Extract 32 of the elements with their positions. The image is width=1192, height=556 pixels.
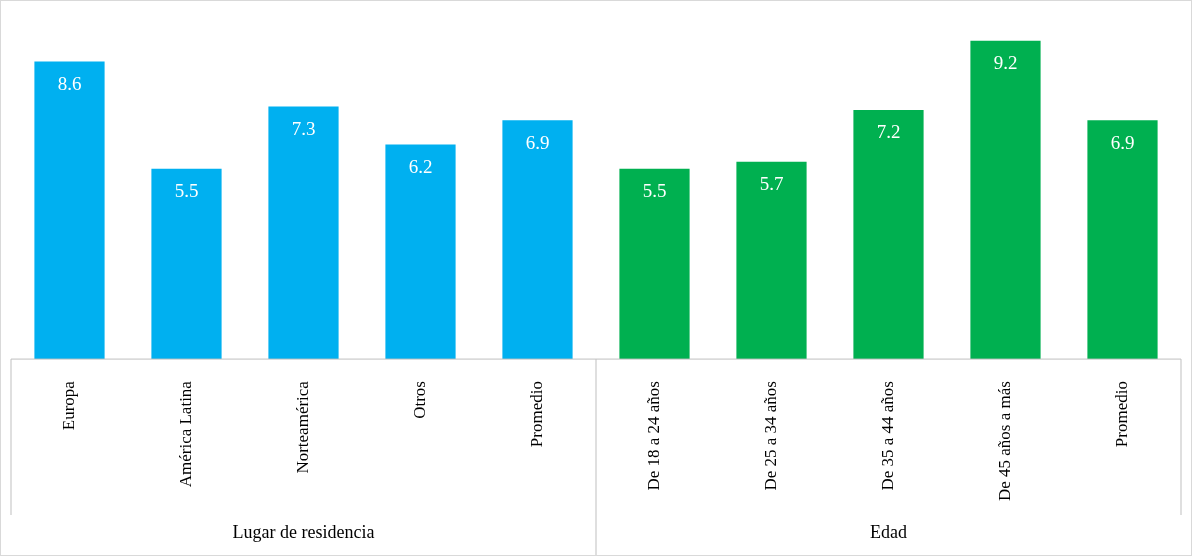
data-label: 6.9 (525, 131, 550, 153)
data-label: 7.3 (291, 117, 316, 139)
bar (34, 61, 105, 360)
bar (970, 40, 1041, 360)
data-label: 5.5 (642, 180, 667, 202)
x-tick-label: De 18 a 24 años (643, 381, 663, 491)
x-tick-label: De 45 años a más (994, 381, 1014, 502)
x-tick-label: Norteamérica (292, 380, 312, 474)
text: Lugar de residencia (232, 521, 375, 542)
bar (1087, 120, 1158, 360)
x-tick-label: Promedio (1111, 381, 1131, 448)
x-tick-label: Otros (409, 381, 429, 419)
x-tick-label: América Latina (175, 380, 195, 488)
text: Edad (870, 521, 907, 542)
data-label: 6.2 (408, 156, 433, 177)
data-label: 9.2 (993, 52, 1018, 74)
data-label: 8.6 (57, 72, 82, 94)
data-label: 6.9 (1110, 131, 1135, 153)
data-label: 5.7 (759, 173, 784, 195)
bar (151, 168, 222, 360)
x-tick-label: Europa (58, 380, 78, 431)
data-label: 5.5 (174, 180, 199, 202)
bar (619, 168, 690, 360)
bar (502, 120, 573, 360)
bar (853, 109, 924, 360)
x-tick-label: De 35 a 44 años (877, 381, 897, 491)
bar (385, 144, 456, 360)
data-label: 7.2 (876, 121, 901, 143)
x-tick-label: De 25 a 34 años (760, 381, 780, 491)
x-tick-label: Promedio (526, 381, 546, 448)
bar (736, 161, 807, 360)
bar (268, 106, 339, 360)
